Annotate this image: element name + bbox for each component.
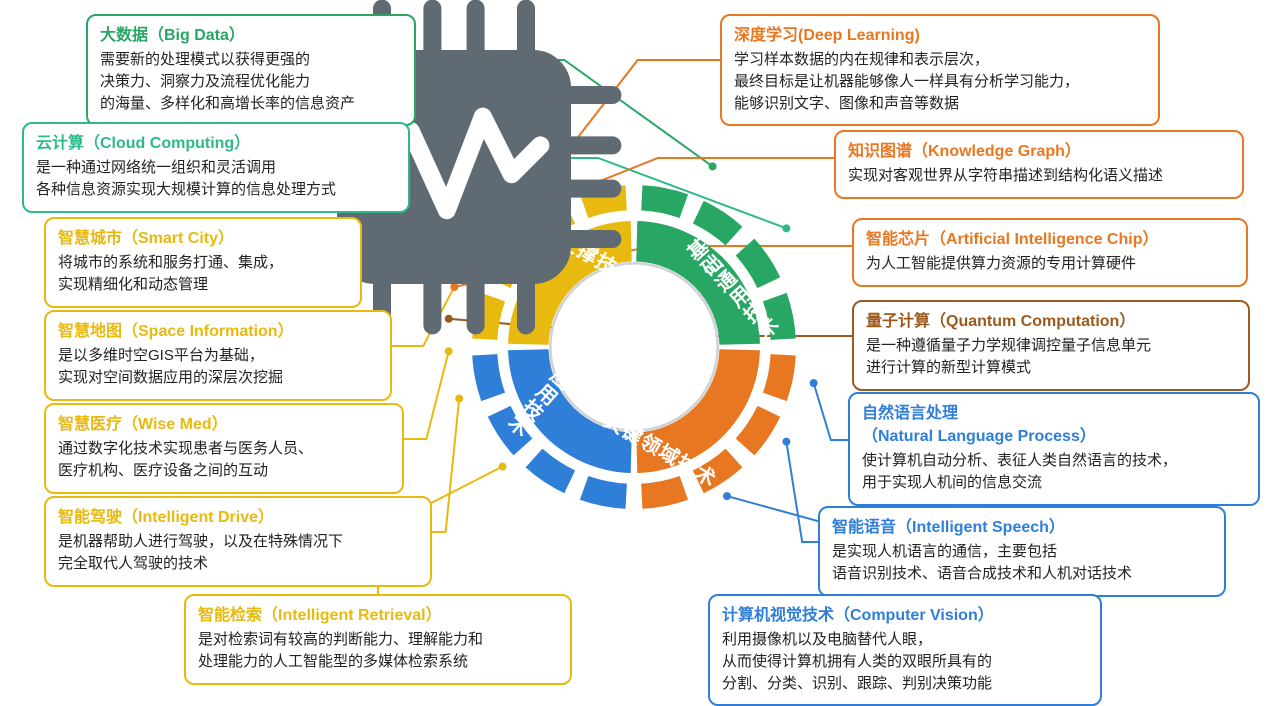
callout-title: 智能语音（Intelligent Speech） — [832, 516, 1212, 539]
callout-body: 学习样本数据的内在规律和表示层次， 最终目标是让机器能够像人一样具有分析学习能力… — [734, 49, 1146, 114]
callout-body: 是对检索词有较高的判断能力、理解能力和 处理能力的人工智能型的多媒体检索系统 — [198, 629, 558, 673]
callout-title: 智能检索（Intelligent Retrieval） — [198, 604, 558, 627]
callout-aichip: 智能芯片（Artificial Intelligence Chip）为人工智能提… — [852, 218, 1248, 287]
callout-dl: 深度学习(Deep Learning)学习样本数据的内在规律和表示层次， 最终目… — [720, 14, 1160, 126]
callout-body: 为人工智能提供算力资源的专用计算硬件 — [866, 253, 1234, 275]
callout-body: 将城市的系统和服务打通、集成， 实现精细化和动态管理 — [58, 252, 348, 296]
callout-quantum: 量子计算（Quantum Computation）是一种遵循量子力学规律调控量子… — [852, 300, 1250, 391]
callout-title: 智慧医疗（Wise Med） — [58, 413, 390, 436]
callout-wisemed: 智慧医疗（Wise Med）通过数字化技术实现患者与医务人员、 医疗机构、医疗设… — [44, 403, 404, 494]
callout-retrieval: 智能检索（Intelligent Retrieval）是对检索词有较高的判断能力… — [184, 594, 572, 685]
callout-body: 是以多维时空GIS平台为基础， 实现对空间数据应用的深层次挖掘 — [58, 345, 378, 389]
callout-body: 通过数字化技术实现患者与医务人员、 医疗机构、医疗设备之间的互动 — [58, 438, 390, 482]
callout-body: 使计算机自动分析、表征人类自然语言的技术， 用于实现人机间的信息交流 — [862, 450, 1246, 494]
callout-body: 是一种遵循量子力学规律调控量子信息单元 进行计算的新型计算模式 — [866, 335, 1236, 379]
callout-title: 量子计算（Quantum Computation） — [866, 310, 1236, 333]
hub: 支撑技术 基础通用技术 关键领域技术 应用技术 — [454, 167, 814, 527]
callout-title: 智能驾驶（Intelligent Drive） — [58, 506, 418, 529]
callout-speech: 智能语音（Intelligent Speech）是实现人机语言的通信，主要包括 … — [818, 506, 1226, 597]
callout-smartcity: 智慧城市（Smart City）将城市的系统和服务打通、集成， 实现精细化和动态… — [44, 217, 362, 308]
callout-body: 是一种通过网络统一组织和灵活调用 各种信息资源实现大规模计算的信息处理方式 — [36, 157, 396, 201]
callout-spaceinfo: 智慧地图（Space Information）是以多维时空GIS平台为基础， 实… — [44, 310, 392, 401]
callout-title: 智慧地图（Space Information） — [58, 320, 378, 343]
callout-kg: 知识图谱（Knowledge Graph）实现对客观世界从字符串描述到结构化语义… — [834, 130, 1244, 199]
callout-body: 实现对客观世界从字符串描述到结构化语义描述 — [848, 165, 1230, 187]
callout-title: 自然语言处理 （Natural Language Process） — [862, 402, 1246, 448]
ai-technology-diagram: 支撑技术 基础通用技术 关键领域技术 应用技术 大数据（Big Data）需要新… — [0, 0, 1268, 693]
callout-body: 是机器帮助人进行驾驶，以及在特殊情况下 完全取代人驾驶的技术 — [58, 531, 418, 575]
callout-title: 知识图谱（Knowledge Graph） — [848, 140, 1230, 163]
callout-bigdata: 大数据（Big Data）需要新的处理模式以获得更强的 决策力、洞察力及流程优化… — [86, 14, 416, 126]
callout-title: 云计算（Cloud Computing） — [36, 132, 396, 155]
callout-title: 计算机视觉技术（Computer Vision） — [722, 604, 1088, 627]
callout-title: 智能芯片（Artificial Intelligence Chip） — [866, 228, 1234, 251]
callout-drive: 智能驾驶（Intelligent Drive）是机器帮助人进行驾驶，以及在特殊情… — [44, 496, 432, 587]
callout-title: 深度学习(Deep Learning) — [734, 24, 1146, 47]
callout-body: 需要新的处理模式以获得更强的 决策力、洞察力及流程优化能力 的海量、多样化和高增… — [100, 49, 402, 114]
callout-cv: 计算机视觉技术（Computer Vision）利用摄像机以及电脑替代人眼， 从… — [708, 594, 1102, 706]
callout-body: 是实现人机语言的通信，主要包括 语音识别技术、语音合成技术和人机对话技术 — [832, 541, 1212, 585]
callout-nlp: 自然语言处理 （Natural Language Process）使计算机自动分… — [848, 392, 1260, 506]
callout-body: 利用摄像机以及电脑替代人眼， 从而使得计算机拥有人类的双眼所具有的 分割、分类、… — [722, 629, 1088, 694]
callout-title: 大数据（Big Data） — [100, 24, 402, 47]
callout-title: 智慧城市（Smart City） — [58, 227, 348, 250]
callout-cloud: 云计算（Cloud Computing）是一种通过网络统一组织和灵活调用 各种信… — [22, 122, 410, 213]
